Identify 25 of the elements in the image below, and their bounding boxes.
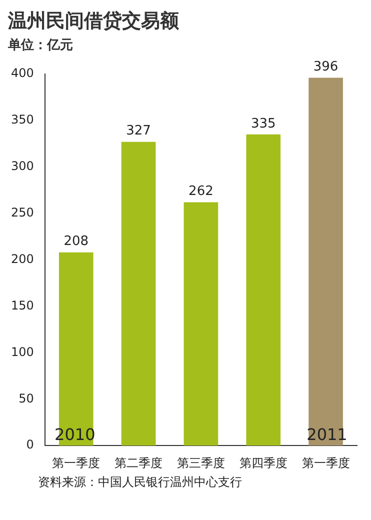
chart-subtitle: 单位：亿元 (8, 37, 74, 54)
y-tick-label: 400 (11, 66, 34, 80)
chart-title: 温州民间借贷交易额 (8, 9, 180, 34)
bar (184, 202, 218, 446)
bar (121, 142, 156, 446)
y-tick-label: 250 (11, 205, 34, 220)
y-tick-label: 200 (11, 252, 34, 266)
y-tick-label: 100 (11, 344, 34, 359)
x-tick-label: 第二季度 (114, 456, 163, 470)
y-tick-label: 350 (11, 112, 34, 127)
data-label: 262 (188, 184, 214, 200)
y-tick-label: 50 (18, 391, 34, 406)
data-label: 335 (250, 116, 276, 132)
x-tick-label: 第四季度 (239, 456, 288, 470)
data-label: 327 (126, 124, 151, 139)
text: 资料来源：中国人民银行温州中心支行 (37, 474, 243, 491)
data-label: 396 (313, 60, 338, 75)
y-tick-label: 0 (26, 438, 34, 452)
data-label: 208 (64, 234, 89, 250)
x-tick-label: 第一季度 (52, 456, 100, 470)
x-tick-label: 第三季度 (176, 456, 225, 470)
y-tick-label: 150 (11, 298, 34, 312)
x-tick-label: 第一季度 (302, 456, 350, 470)
y-tick-label: 300 (11, 159, 34, 174)
bar (246, 134, 281, 446)
